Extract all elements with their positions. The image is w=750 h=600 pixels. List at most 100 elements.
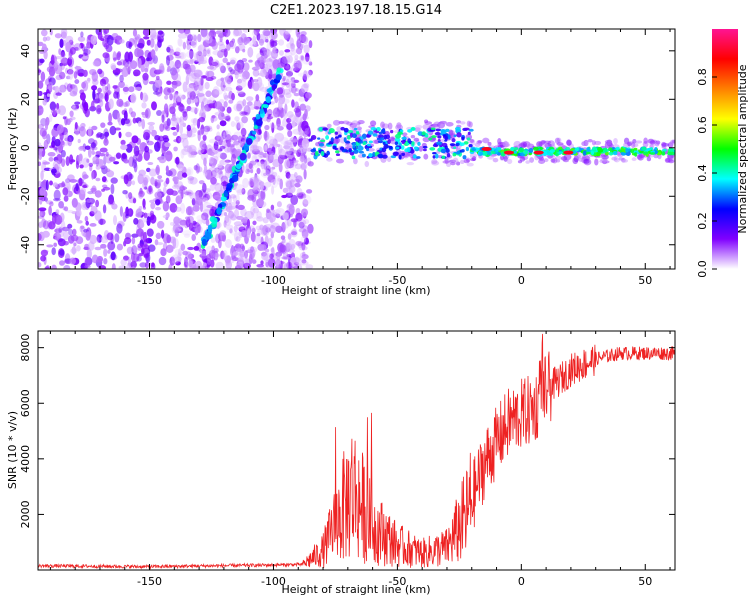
heatmap-cell (296, 264, 303, 269)
heatmap-cell (262, 217, 269, 224)
heatmap-cell (98, 92, 105, 100)
heatmap-cell (188, 72, 197, 82)
heatmap-cell (58, 105, 67, 116)
heatmap-cell (151, 32, 159, 37)
heatmap-cell (379, 137, 385, 141)
heatmap-cell (293, 149, 297, 154)
heatmap-cell (59, 260, 65, 266)
heatmap-cell (241, 72, 248, 82)
heatmap-cell (140, 64, 145, 73)
heatmap-cell (122, 84, 130, 95)
heatmap-cell (220, 80, 226, 92)
heatmap-cell (200, 101, 205, 111)
heatmap-cell (280, 155, 288, 160)
heatmap-cell (318, 126, 324, 132)
heatmap-cell (208, 227, 213, 233)
heatmap-cell (157, 30, 164, 35)
heatmap-cell (148, 244, 156, 252)
heatmap-cell (643, 137, 648, 144)
heatmap-cell (162, 121, 170, 130)
heatmap-cell (40, 255, 47, 262)
heatmap-cell (280, 98, 290, 105)
heatmap-cell (565, 146, 570, 151)
heatmap-cell (226, 62, 231, 66)
heatmap-cell (303, 169, 307, 180)
heatmap-cell (217, 148, 223, 152)
heatmap-cell (166, 80, 172, 85)
heatmap-cell (348, 148, 352, 153)
heatmap-cell (251, 66, 260, 71)
heatmap-cell (268, 29, 278, 40)
heatmap-cell (74, 66, 82, 70)
heatmap-cell (130, 93, 137, 104)
heatmap-cell (290, 85, 297, 94)
x-tick-label: 50 (638, 575, 652, 588)
heatmap-cell (115, 152, 122, 159)
heatmap-cell (226, 141, 231, 148)
heatmap-cell (251, 227, 256, 234)
heatmap-cell (528, 152, 532, 156)
heatmap-cell (453, 134, 457, 138)
heatmap-cell (177, 33, 188, 39)
heatmap-cell (284, 211, 290, 222)
heatmap-cell (247, 246, 258, 254)
heatmap-cell (113, 91, 119, 99)
heatmap-cell (518, 143, 526, 148)
heatmap-cell (240, 137, 245, 142)
heatmap-cell (239, 249, 246, 258)
heatmap-cell (38, 69, 42, 73)
heatmap-cell (236, 122, 241, 131)
heatmap-cell (279, 178, 283, 190)
heatmap-cell (210, 155, 219, 163)
heatmap-cell (76, 209, 82, 217)
heatmap-cell (459, 159, 465, 165)
heatmap-cell (377, 153, 383, 158)
heatmap-cell (344, 140, 351, 144)
heatmap-cell (230, 153, 237, 165)
heatmap-cell (55, 209, 60, 215)
heatmap-cell (383, 134, 387, 140)
heatmap-cell (220, 250, 225, 260)
heatmap-cell (415, 156, 421, 159)
heatmap-cell (200, 250, 209, 257)
heatmap-cell (125, 131, 132, 138)
heatmap-cell (157, 175, 163, 180)
heatmap-cell (142, 179, 148, 190)
heatmap-cell (439, 121, 446, 126)
heatmap-cell (106, 232, 114, 241)
heatmap-cell (237, 64, 244, 74)
heatmap-cell (197, 44, 206, 52)
heatmap-cell (133, 145, 140, 157)
heatmap-cell (290, 47, 297, 56)
heatmap-cell (49, 201, 54, 207)
heatmap-cell (134, 86, 142, 91)
heatmap-cell (185, 50, 196, 59)
heatmap-cell (339, 146, 345, 151)
heatmap-cell (51, 264, 57, 269)
heatmap-cell (220, 77, 225, 82)
heatmap-cell (212, 168, 220, 176)
heatmap-cell (172, 184, 180, 190)
heatmap-cell (230, 144, 235, 153)
heatmap-cell (468, 128, 474, 132)
heatmap-cell (67, 118, 73, 123)
heatmap-cell (503, 155, 508, 162)
heatmap-cell (320, 151, 325, 157)
heatmap-cell (165, 125, 171, 132)
heatmap-cell (189, 176, 198, 185)
heatmap-cell (51, 140, 56, 148)
heatmap-cell (280, 154, 285, 161)
heatmap-cell (235, 236, 241, 242)
heatmap-cell (69, 47, 76, 55)
heatmap-cell (51, 247, 56, 256)
heatmap-cell (42, 36, 48, 42)
heatmap-cell (265, 136, 276, 145)
heatmap-cell (224, 239, 232, 248)
heatmap-cell (116, 61, 123, 66)
heatmap-cell (289, 141, 297, 148)
spectrogram-cells (38, 29, 675, 269)
heatmap-cell (58, 48, 62, 55)
heatmap-cell (166, 118, 171, 127)
heatmap-cell (175, 47, 181, 55)
heatmap-cell (172, 64, 178, 74)
